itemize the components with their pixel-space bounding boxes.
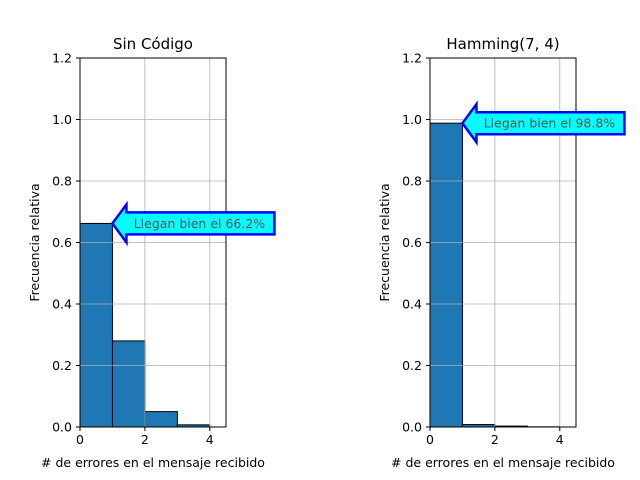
x-tick-label-hamming-0: 0 (426, 432, 434, 447)
x-tick-label-sin-codigo-0: 0 (76, 432, 84, 447)
y-tick-label-hamming-3: 0.6 (402, 235, 422, 250)
bar-hamming-0 (429, 122, 463, 428)
annotation-text-sin-codigo: Llegan bien el 66.2% (134, 216, 266, 231)
y-tick-label-sin-codigo-6: 1.2 (52, 51, 72, 66)
bar-sin-codigo-1 (111, 340, 146, 428)
x-tick-label-hamming-1: 2 (491, 432, 499, 447)
y-tick-label-sin-codigo-0: 0.0 (52, 420, 72, 435)
y-tick-label-hamming-4: 0.8 (402, 174, 422, 189)
chart-title-hamming: Hamming(7, 4) (446, 35, 559, 53)
y-tick-label-sin-codigo-1: 0.2 (52, 358, 72, 373)
annotation-text-hamming: Llegan bien el 98.8% (484, 116, 616, 131)
subplot-sin-codigo: 0 2 4 0.0 0.2 0.4 0.6 0.8 1.0 1.2 Sin Código # de e… (27, 35, 276, 470)
x-tick-label-sin-codigo-2: 4 (206, 432, 214, 447)
bar-sin-codigo-0 (79, 222, 113, 428)
x-axis-label-hamming: # de errores en el mensaje recibido (391, 455, 615, 470)
y-tick-label-sin-codigo-2: 0.4 (52, 297, 72, 312)
y-axis-label-hamming: Frecuencia relativa (377, 183, 392, 301)
chart-title-sin-codigo: Sin Código (113, 35, 193, 53)
subplot-hamming: 0 2 4 0.0 0.2 0.4 0.6 0.8 1.0 1.2 Hamming(7, 4) # d… (377, 35, 626, 470)
y-tick-label-sin-codigo-3: 0.6 (52, 235, 72, 250)
y-tick-label-hamming-1: 0.2 (402, 358, 422, 373)
y-tick-label-hamming-0: 0.0 (402, 420, 422, 435)
annotation-arrow-box-hamming (460, 100, 626, 146)
y-tick-label-hamming-5: 1.0 (402, 112, 422, 127)
x-tick-label-sin-codigo-1: 2 (141, 432, 149, 447)
annotation-arrow-box-sin-codigo (110, 200, 276, 247)
x-tick-label-hamming-2: 4 (556, 432, 564, 447)
bar-sin-codigo-2 (144, 411, 178, 428)
x-axis-label-sin-codigo: # de errores en el mensaje recibido (41, 455, 265, 470)
y-tick-label-hamming-6: 1.2 (402, 51, 422, 66)
y-axis-label-sin-codigo: Frecuencia relativa (27, 183, 42, 301)
y-tick-label-sin-codigo-4: 0.8 (52, 174, 72, 189)
y-tick-label-sin-codigo-5: 1.0 (52, 112, 72, 127)
y-tick-label-hamming-2: 0.4 (402, 297, 422, 312)
